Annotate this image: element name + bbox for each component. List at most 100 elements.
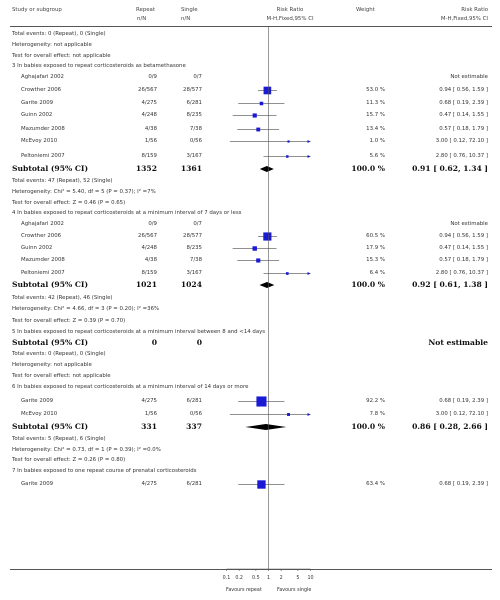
- study-risk-ratio: 0.68 [ 0.19, 2.39 ]: [439, 100, 488, 106]
- subtotal-weight: 100.0 %: [351, 164, 385, 173]
- study-risk-ratio: 0.57 [ 0.18, 1.79 ]: [439, 257, 488, 263]
- stat-note: Test for overall effect: Z = 0.26 (P = 0…: [12, 457, 126, 463]
- stat-note: Heterogeneity: not applicable: [12, 362, 92, 368]
- study-weight: 92.2 %: [366, 398, 385, 404]
- subgroup-heading: 4 In babies exposed to repeat corticoste…: [12, 210, 242, 216]
- subtotal-repeat: 0: [151, 338, 157, 347]
- study-box: [252, 113, 257, 118]
- study-box: [287, 140, 290, 143]
- favours-left-label: Favours repeat: [226, 588, 262, 593]
- study-risk-ratio: Not estimable: [450, 221, 488, 227]
- stat-note: Test for overall effect: not applicable: [12, 53, 111, 59]
- study-risk-ratio: 0.57 [ 0.18, 1.79 ]: [439, 126, 488, 132]
- study-name: Crowther 2006: [21, 233, 62, 239]
- study-name: McEvoy 2010: [21, 411, 58, 417]
- study-name: Aghajafari 2002: [21, 74, 64, 80]
- ci-arrow: [307, 155, 311, 158]
- tick-label: 2: [279, 576, 283, 581]
- single-events: 6/281: [186, 398, 202, 404]
- repeat-events: 4/248: [141, 112, 157, 118]
- stat-note: Heterogeneity: not applicable: [12, 42, 92, 48]
- repeat-events: 1/56: [144, 138, 157, 144]
- single-events: 0/7: [193, 221, 202, 227]
- col-single-nN: n/N: [181, 16, 191, 22]
- col-rr-header: Risk Ratio: [276, 7, 304, 13]
- study-weight: 15.3 %: [366, 257, 385, 263]
- subtotal-risk-ratio: 0.86 [ 0.28, 2.66 ]: [412, 422, 488, 431]
- repeat-events: 26/567: [138, 233, 157, 239]
- study-name: Garite 2009: [21, 100, 54, 106]
- stat-note: Total events: 0 (Repeat), 0 (Single): [12, 31, 106, 37]
- study-box: [263, 232, 272, 241]
- stat-note: Heterogeneity: Chi² = 0.73, df = 1 (P = …: [12, 447, 161, 453]
- study-box: [256, 396, 267, 407]
- study-weight: 5.6 %: [369, 153, 385, 159]
- single-events: 0/56: [189, 411, 202, 417]
- ci-arrow: [307, 413, 311, 416]
- subtotal-repeat: 1352: [135, 164, 157, 173]
- stat-note: Test for overall effect: not applicable: [12, 373, 111, 379]
- repeat-events: 4/275: [141, 398, 157, 404]
- col-weight-header: Weight: [356, 7, 375, 13]
- repeat-events: 4/275: [141, 481, 157, 487]
- stat-note: Total events: 42 (Repeat), 46 (Single): [12, 295, 113, 301]
- study-name: Mazumder 2008: [21, 126, 65, 132]
- study-risk-ratio: 0.68 [ 0.19, 2.39 ]: [439, 481, 488, 487]
- study-name: Guinn 2002: [21, 245, 53, 251]
- study-weight: 1.0 %: [369, 138, 385, 144]
- single-events: 28/577: [183, 87, 202, 93]
- study-box: [287, 413, 291, 416]
- single-events: 28/577: [183, 233, 202, 239]
- ci-arrow: [307, 140, 311, 143]
- study-weight: 11.3 %: [366, 100, 385, 106]
- subgroup-heading: 6 In babies exposed to repeat corticoste…: [12, 384, 249, 390]
- repeat-events: 26/567: [138, 87, 157, 93]
- study-risk-ratio: 0.47 [ 0.14, 1.55 ]: [439, 112, 488, 118]
- study-risk-ratio: 0.68 [ 0.19, 2.39 ]: [439, 398, 488, 404]
- stat-note: Test for overall effect: Z = 0.46 (P = 0…: [12, 200, 126, 206]
- subtotal-risk-ratio: 0.92 [ 0.61, 1.38 ]: [412, 280, 488, 289]
- single-events: 0/56: [189, 138, 202, 144]
- subtotal-single: 1361: [180, 164, 202, 173]
- study-box: [263, 86, 272, 95]
- header-rule: [10, 26, 492, 27]
- study-weight: 6.4 %: [369, 270, 385, 276]
- repeat-events: 8/159: [141, 270, 157, 276]
- single-events: 8/235: [186, 245, 202, 251]
- study-box: [256, 127, 261, 132]
- stat-note: Heterogeneity: Chi² = 5.40, df = 5 (P = …: [12, 189, 156, 195]
- subtotal-risk-ratio: 0.91 [ 0.62, 1.34 ]: [412, 164, 488, 173]
- study-name: Aghajafari 2002: [21, 221, 64, 227]
- single-events: 0/7: [193, 74, 202, 80]
- col-study-header: Study or subgroup: [12, 7, 62, 13]
- repeat-events: 0/9: [148, 221, 157, 227]
- study-name: Crowther 2006: [21, 87, 62, 93]
- study-name: Peltoniemi 2007: [21, 153, 65, 159]
- single-events: 6/281: [186, 481, 202, 487]
- col-rr-method: M-H,Fixed,95% CI: [266, 16, 314, 22]
- subtotal-diamond: [245, 424, 287, 430]
- single-events: 7/38: [189, 126, 202, 132]
- study-weight: 60.5 %: [366, 233, 385, 239]
- subtotal-diamond: [259, 166, 274, 172]
- study-name: McEvoy 2010: [21, 138, 58, 144]
- study-risk-ratio: 2.80 [ 0.76, 10.37 ]: [435, 270, 488, 276]
- ci-arrow: [307, 272, 311, 275]
- study-box: [256, 258, 261, 263]
- subtotal-weight: 100.0 %: [351, 422, 385, 431]
- repeat-events: 4/275: [141, 100, 157, 106]
- study-risk-ratio: 0.47 [ 0.14, 1.55 ]: [439, 245, 488, 251]
- subtotal-risk-ratio: Not estimable: [428, 338, 488, 347]
- study-weight: 17.9 %: [366, 245, 385, 251]
- subtotal-single: 0: [196, 338, 202, 347]
- single-events: 3/167: [186, 270, 202, 276]
- single-events: 7/38: [189, 257, 202, 263]
- tick-label: 10: [307, 576, 314, 581]
- study-risk-ratio: 0.94 [ 0.56, 1.59 ]: [439, 233, 488, 239]
- study-weight: 13.4 %: [366, 126, 385, 132]
- subtotal-label: Subtotal (95% CI): [12, 164, 89, 173]
- repeat-events: 0/9: [148, 74, 157, 80]
- study-name: Garite 2009: [21, 398, 54, 404]
- study-weight: 15.7 %: [366, 112, 385, 118]
